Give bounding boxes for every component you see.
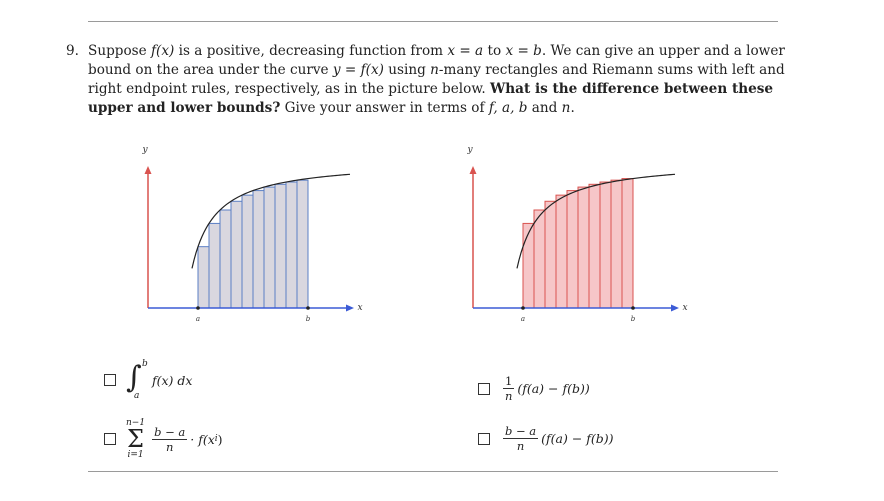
bottom-divider [88, 471, 778, 472]
b-tick-label: b [306, 315, 311, 323]
x-axis-arrow-icon [671, 304, 679, 312]
riemann-rectangle [296, 179, 309, 309]
y-axis-arrow-icon [469, 166, 477, 174]
riemann-rectangle [230, 200, 243, 309]
denominator: n [516, 439, 525, 453]
text-segment: Suppose [88, 43, 151, 59]
integral-expression: ∫ b a [126, 359, 148, 401]
checkbox[interactable] [104, 374, 116, 386]
riemann-rectangle [555, 194, 568, 309]
right-endpoint-graph: y x a b [466, 145, 687, 323]
riemann-rectangle [599, 181, 612, 309]
a-tick-label: a [521, 315, 525, 323]
left-endpoint-graph: y x a b [141, 145, 362, 323]
riemann-rectangle [219, 209, 232, 309]
riemann-rectangle [522, 222, 535, 309]
riemann-rectangle [252, 190, 265, 309]
numerator: 1 [503, 374, 515, 389]
text-segment: . [570, 100, 575, 116]
term-close: ) [217, 431, 223, 447]
x-axis-label: x [357, 303, 362, 313]
difference-expression: (f(a) − f(b)) [541, 431, 614, 446]
y-axis-label: y [466, 145, 473, 155]
option-one-over-n[interactable]: 1 n (f(a) − f(b)) [478, 374, 590, 403]
denominator: n [504, 389, 513, 403]
math-y-eq: y = f(x) [332, 62, 384, 78]
riemann-rectangle [208, 222, 221, 309]
fraction: b − a n [152, 424, 188, 454]
y-axis-label: y [141, 145, 148, 155]
term-prefix: · f(x [190, 431, 215, 447]
riemann-rectangle [263, 186, 276, 309]
difference-expression: (f(a) − f(b)) [517, 381, 590, 396]
text-segment: . We can give an upper and a lower bound… [88, 43, 785, 78]
point-b [631, 306, 635, 310]
point-b [306, 306, 310, 310]
a-tick-label: a [196, 315, 200, 323]
option-riemann-sum[interactable]: n−1 Σ i=1 b − a n · f(x i) [104, 418, 223, 460]
riemann-rectangle [533, 209, 546, 309]
riemann-rectangle [274, 183, 287, 309]
lower-limit: a [134, 391, 140, 401]
checkbox[interactable] [478, 432, 490, 445]
subscript-i: i [214, 434, 218, 444]
math-x-eq-b: x = b [505, 43, 542, 59]
riemann-rectangle [621, 178, 634, 309]
function-curve [516, 173, 676, 269]
riemann-rectangle [588, 183, 601, 309]
x-axis-label: x [682, 303, 687, 313]
math-n: n [561, 100, 571, 116]
integrand: f(x) [152, 372, 174, 388]
riemann-rectangle [544, 200, 557, 309]
top-divider [88, 21, 778, 22]
function-curve [191, 173, 351, 269]
question-body: Suppose f(x) is a positive, decreasing f… [88, 42, 796, 118]
checkbox[interactable] [104, 433, 116, 445]
question-text: 9. Suppose f(x) is a positive, decreasin… [66, 42, 796, 118]
riemann-rectangle [566, 190, 579, 309]
integral-sign-icon: ∫ [126, 360, 142, 395]
riemann-rectangle [241, 194, 254, 309]
text-segment: using [383, 62, 431, 78]
point-a [196, 306, 200, 310]
sigma-icon: Σ [127, 425, 145, 453]
y-axis-arrow-icon [144, 166, 152, 174]
denominator: n [165, 439, 174, 454]
numerator: b − a [152, 424, 188, 440]
riemann-rectangle [285, 181, 298, 309]
riemann-rectangle [197, 246, 210, 309]
text-segment: is a positive, decreasing function from [174, 43, 448, 59]
sum-lower-limit: i=1 [127, 450, 144, 460]
sum-upper-limit: n−1 [126, 418, 146, 428]
upper-limit: b [142, 359, 148, 369]
text-segment: Give your answer in terms of [280, 100, 489, 116]
riemann-rectangle [610, 179, 623, 309]
math-f-of-x: f(x) [151, 43, 175, 59]
b-tick-label: b [631, 315, 636, 323]
summation: n−1 Σ i=1 [126, 418, 145, 460]
checkbox[interactable] [478, 382, 490, 395]
option-integral[interactable]: ∫ b a f(x) dx [104, 359, 193, 401]
bold-question: What is the difference between these upp… [88, 81, 774, 116]
text-segment: -many rectangles and Riemann sums with l… [88, 62, 785, 97]
text-segment: to [483, 43, 506, 59]
riemann-rectangle [577, 186, 590, 309]
math-vars: f, a, b [488, 100, 528, 116]
fraction: 1 n [503, 374, 515, 403]
text-segment: and [527, 100, 562, 116]
x-axis-arrow-icon [346, 304, 354, 312]
differential: dx [177, 372, 193, 388]
numerator: b − a [503, 424, 539, 439]
option-width-times-difference[interactable]: b − a n (f(a) − f(b)) [478, 424, 614, 453]
math-n: n [430, 62, 439, 78]
question-number: 9. [66, 43, 79, 59]
point-a [521, 306, 525, 310]
fraction: b − a n [503, 424, 539, 453]
math-x-eq-a: x = a [447, 43, 484, 59]
